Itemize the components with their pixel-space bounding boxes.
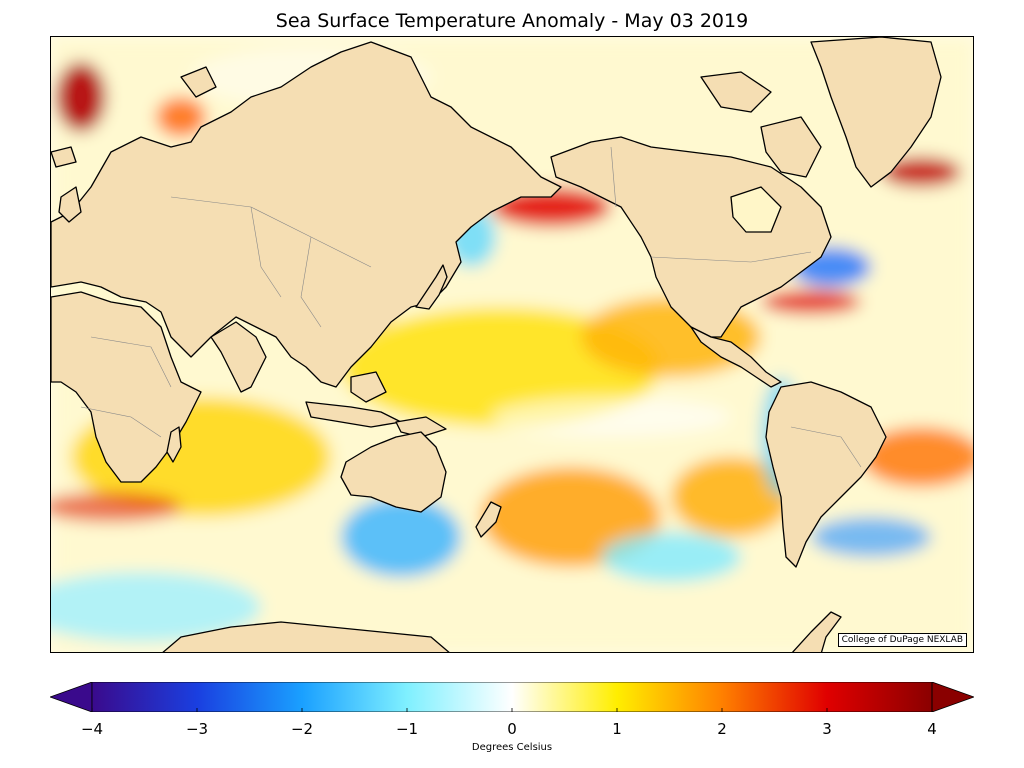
colorbar-extend-high xyxy=(931,682,974,712)
landmass-eurasia xyxy=(51,41,562,388)
colorbar-tick-label: −4 xyxy=(80,720,104,738)
colorbar-tick-label: 4 xyxy=(927,720,937,738)
credit-label: College of DuPage NEXLAB xyxy=(837,633,967,647)
colorbar xyxy=(50,682,974,712)
landmass-central-america xyxy=(690,326,782,388)
landmass-india xyxy=(210,321,267,393)
landmass-new-zealand xyxy=(475,501,502,538)
colorbar-tick-label: −1 xyxy=(395,720,419,738)
colorbar-tick-label: −2 xyxy=(290,720,314,738)
land-masses xyxy=(51,37,942,652)
colorbar-tick-label: 0 xyxy=(507,720,517,738)
landmass-japan xyxy=(415,264,448,310)
landmass-antarctica xyxy=(162,621,450,652)
landmass-greenland xyxy=(810,37,942,188)
hudson-bay xyxy=(730,186,782,233)
colorbar-tick-label: 2 xyxy=(717,720,727,738)
colorbar-tick-label: −3 xyxy=(185,720,209,738)
colorbar-tick-label: 3 xyxy=(822,720,832,738)
landmass-uk xyxy=(58,186,82,223)
landmass-svalbard xyxy=(180,66,217,98)
landmass-antarctic-peninsula xyxy=(791,611,842,652)
colorbar-tick-label: 1 xyxy=(612,720,622,738)
colorbar-gradient xyxy=(92,682,932,712)
landmass-baffin xyxy=(760,116,822,178)
landmass-iceland xyxy=(51,146,77,168)
landmass-indonesia xyxy=(305,401,402,428)
landmass-new-guinea xyxy=(395,416,447,438)
landmass-madagascar xyxy=(166,426,182,463)
sst-anomaly-map: College of DuPage NEXLAB xyxy=(50,36,974,653)
landmass-africa xyxy=(51,291,202,483)
colorbar-label: Degrees Celsius xyxy=(471,742,553,753)
map-canvas xyxy=(51,37,973,652)
landmass-arctic-islands xyxy=(700,71,772,113)
landmass-borneo xyxy=(350,371,387,403)
map-title: Sea Surface Temperature Anomaly - May 03… xyxy=(275,10,749,32)
colorbar-extend-low xyxy=(50,682,93,712)
political-borders xyxy=(80,146,862,468)
landmass-australia xyxy=(340,431,447,513)
